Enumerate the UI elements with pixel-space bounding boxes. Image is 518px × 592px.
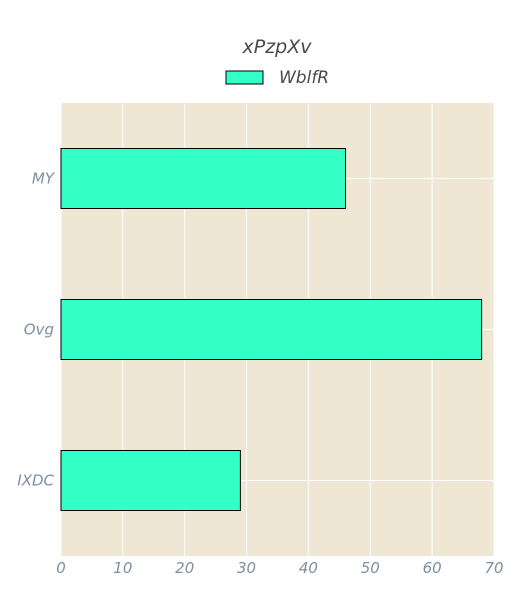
y-tick-label: MY xyxy=(32,170,56,188)
x-tick-label: 30 xyxy=(237,559,256,577)
legend-swatch xyxy=(225,70,264,85)
legend: WblfR xyxy=(225,68,329,88)
y-tick-labels: MY Ovg IXDC xyxy=(17,170,56,490)
x-tick-label: 0 xyxy=(56,559,66,577)
x-tick-label: 20 xyxy=(175,559,194,577)
x-tick-label: 70 xyxy=(484,559,503,577)
bar-ixdc xyxy=(60,450,241,511)
x-tick-label: 50 xyxy=(361,559,380,577)
x-tick-labels: 0 10 20 30 40 50 60 70 xyxy=(56,559,503,577)
x-tick-label: 10 xyxy=(113,559,132,577)
x-tick-label: 40 xyxy=(299,559,318,577)
chart-title: xPzpXv xyxy=(242,36,313,58)
x-tick-label: 60 xyxy=(423,559,442,577)
legend-label: WblfR xyxy=(279,68,329,88)
y-tick-label: Ovg xyxy=(24,321,54,339)
bar-my xyxy=(60,148,347,209)
y-tick-label: IXDC xyxy=(17,472,54,490)
bar-ovg xyxy=(60,299,483,360)
bars xyxy=(60,148,483,511)
